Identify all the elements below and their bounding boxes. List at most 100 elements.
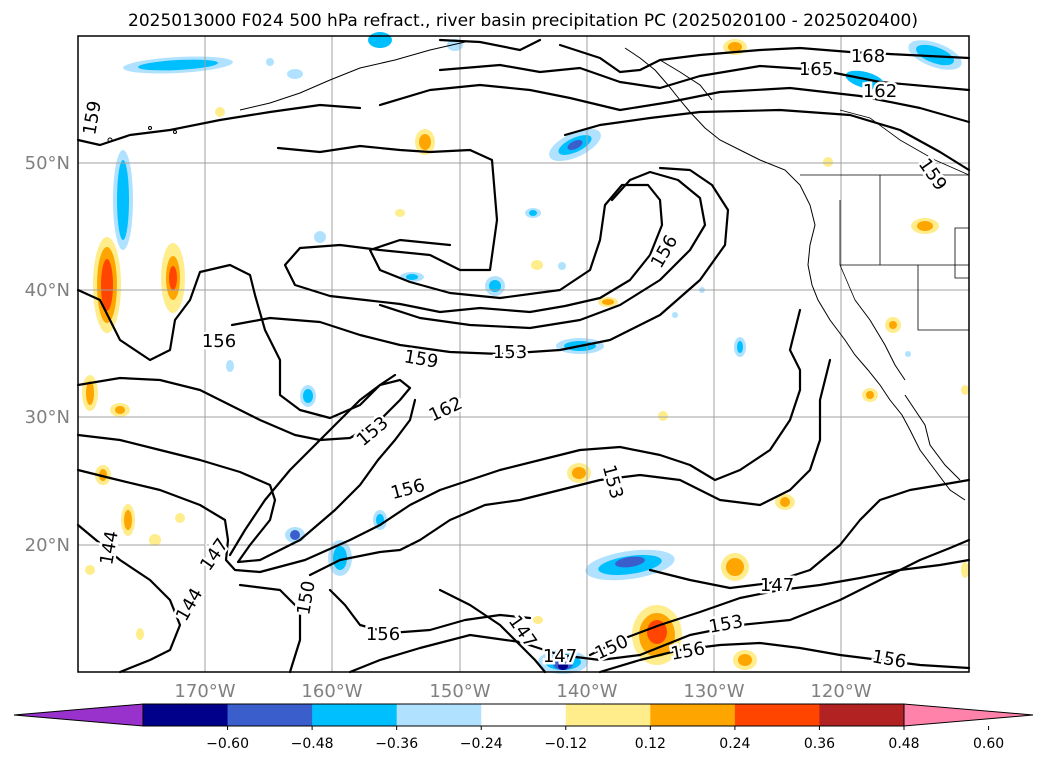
contour-label: 147 xyxy=(543,646,577,667)
lon-label: 150°W xyxy=(429,681,490,702)
precip-blob xyxy=(333,546,347,570)
precip-blob xyxy=(726,558,744,576)
colorbar-segment xyxy=(312,704,398,726)
contour-label: 165 xyxy=(799,59,833,80)
precip-blob xyxy=(672,312,678,318)
precip-blob xyxy=(149,534,161,546)
colorbar-tick-label: −0.60 xyxy=(206,736,249,752)
precip-blob xyxy=(368,32,392,48)
precip-blob xyxy=(602,299,614,305)
precip-blob xyxy=(314,231,326,243)
contour-label-halo: 147 xyxy=(543,646,577,667)
precip-blob xyxy=(86,381,94,405)
contour-label: 147 xyxy=(760,575,794,596)
precip-blob xyxy=(533,616,543,624)
lon-label: 160°W xyxy=(301,681,362,702)
precip-shading xyxy=(82,32,969,674)
precip-blob xyxy=(115,406,125,414)
precip-blob xyxy=(905,351,911,357)
precip-blob xyxy=(226,360,234,372)
contour-label: 156 xyxy=(366,624,400,645)
contour-label-halo: 162 xyxy=(863,81,897,102)
state-borders xyxy=(800,109,970,331)
colorbar-tick-label: −0.12 xyxy=(544,736,587,752)
colorbar-ticks: −0.60 −0.48 −0.36 −0.24 −0.12 0.12 0.24 0.36 0.4… xyxy=(206,726,1004,752)
longitude-labels: 170°W 160°W 150°W 140°W 130°W 120°W xyxy=(174,681,871,702)
lon-label: 120°W xyxy=(810,681,871,702)
precip-blob xyxy=(889,321,897,329)
precip-blob xyxy=(169,266,177,290)
lon-label: 170°W xyxy=(174,681,235,702)
contour-label: 156 xyxy=(202,331,236,352)
coastlines xyxy=(107,41,966,501)
precip-blob xyxy=(303,389,313,403)
contour-label-halo: 153 xyxy=(493,342,527,363)
precip-blob xyxy=(866,391,874,399)
lon-label: 130°W xyxy=(683,681,744,702)
precip-blob xyxy=(529,210,537,216)
precip-blob xyxy=(961,385,969,395)
precip-blob xyxy=(101,259,113,311)
precip-blob xyxy=(823,157,833,167)
precip-blob xyxy=(99,469,107,481)
colorbar-tick-label: −0.24 xyxy=(460,736,503,752)
precip-blob xyxy=(419,134,431,150)
precip-blob xyxy=(737,341,743,353)
precip-blob xyxy=(961,562,969,578)
lat-label: 30°N xyxy=(25,407,70,428)
colorbar-tick-label: 0.36 xyxy=(804,736,835,752)
precip-blob xyxy=(215,107,225,117)
precip-blob xyxy=(780,497,790,507)
colorbar-segment xyxy=(734,704,820,726)
precip-blob xyxy=(917,221,933,231)
gridlines xyxy=(78,36,969,672)
colorbar-segment xyxy=(650,704,736,726)
precip-blob xyxy=(658,411,668,421)
colorbar-tick-label: −0.36 xyxy=(375,736,418,752)
contour-label-halo: 147 xyxy=(760,575,794,596)
precip-blob xyxy=(85,565,95,575)
precip-blob xyxy=(266,58,274,66)
precip-blob xyxy=(138,59,218,71)
precip-blob xyxy=(136,628,144,640)
colorbar-tick-label: −0.48 xyxy=(291,736,334,752)
colorbar-tick-label: 0.60 xyxy=(973,736,1004,752)
colorbar-extend-low xyxy=(13,703,144,727)
colorbar-tick-label: 0.12 xyxy=(635,736,666,752)
colorbar-tick-label: 0.24 xyxy=(719,736,750,752)
contour-label: 153 xyxy=(493,342,527,363)
precip-blob xyxy=(395,209,405,217)
contour-label-halo: 165 xyxy=(799,59,833,80)
colorbar-segment xyxy=(143,704,229,726)
contour-label-halo: 168 xyxy=(851,46,885,67)
precip-blob xyxy=(175,513,185,523)
colorbar-extend-high xyxy=(903,703,1034,727)
precip-blob xyxy=(489,280,501,292)
precip-blob xyxy=(406,274,418,280)
precip-blob xyxy=(287,69,303,79)
precip-blob xyxy=(615,556,645,568)
precip-blob xyxy=(728,42,742,52)
contour-label-halo: 153 xyxy=(707,611,744,638)
precip-blob xyxy=(531,260,543,270)
colorbar-tick-label: 0.48 xyxy=(888,736,919,752)
precip-blob xyxy=(117,160,129,240)
colorbar xyxy=(13,703,1034,727)
latitude-labels: 50°N 40°N 30°N 20°N xyxy=(25,153,70,556)
colorbar-segment xyxy=(227,704,313,726)
lat-label: 20°N xyxy=(25,535,70,556)
colorbar-segment xyxy=(481,704,567,726)
precip-blob xyxy=(567,140,583,150)
precip-blob xyxy=(647,620,667,644)
lat-label: 50°N xyxy=(25,153,70,174)
colorbar-segment xyxy=(565,704,651,726)
precip-blob xyxy=(738,654,752,666)
refractivity-contours xyxy=(76,38,971,674)
map-border xyxy=(77,35,970,673)
contour-label: 168 xyxy=(851,46,885,67)
contour-label-halo: 156 xyxy=(366,624,400,645)
map-panel xyxy=(76,32,971,674)
colorbar-segment xyxy=(396,704,482,726)
precip-blob xyxy=(558,662,568,670)
